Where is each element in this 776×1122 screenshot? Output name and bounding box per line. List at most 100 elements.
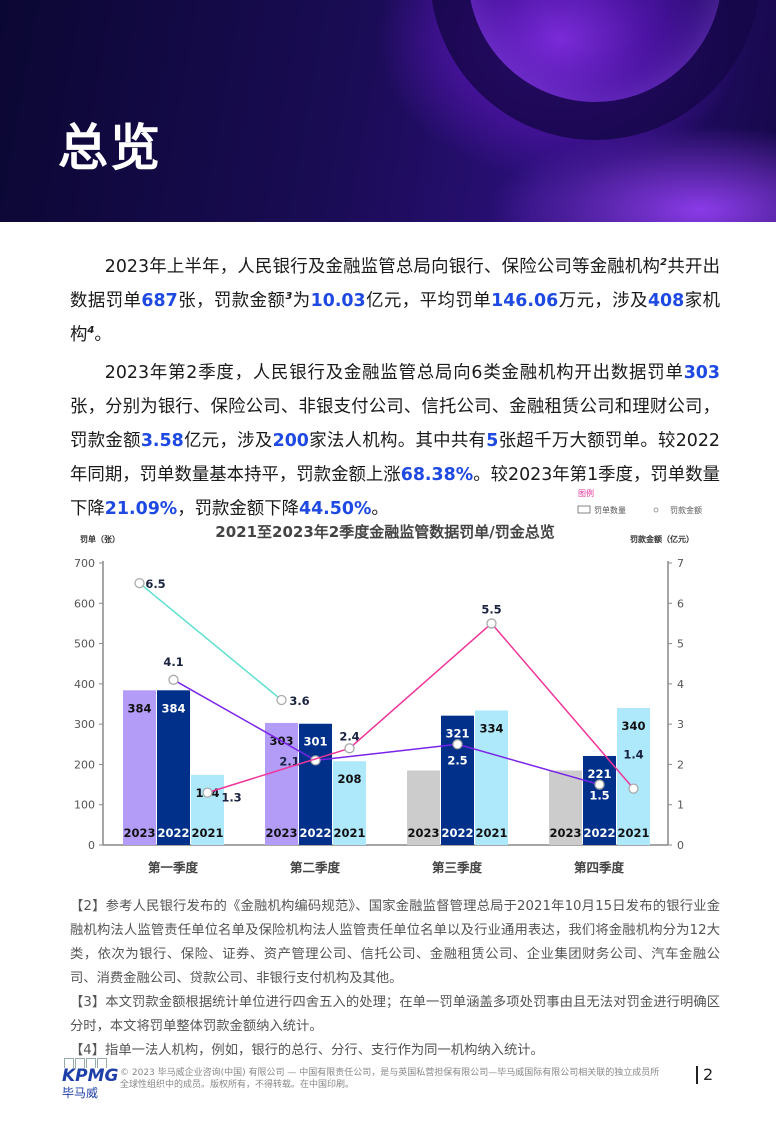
line-point-2023 (134, 577, 145, 589)
page-number: 2 (696, 1066, 713, 1084)
line-point-2022 (594, 779, 605, 790)
left-tick-label: 300 (74, 718, 95, 731)
text-segment: 万元，涉及 (558, 291, 648, 311)
right-tick-label: 0 (677, 839, 684, 852)
legend-item-bars: 罚单数量 (594, 505, 626, 515)
text-segment: 张超千万大额罚单。较2022年同期，罚单数量基本持平，罚款金额上涨 (70, 431, 720, 485)
header-banner: 总览 (0, 0, 776, 222)
bar-value-label: 384 (161, 701, 185, 715)
legend-bar-swatch (577, 505, 591, 514)
bar-year-label: 2022 (583, 826, 615, 840)
legend-title: 图例 (578, 488, 594, 498)
text-segment: 张，罚款金额 (177, 291, 286, 311)
highlight-figure: 44.50% (298, 499, 372, 519)
line-2021 (207, 622, 635, 794)
highlight-figure: 21.09% (104, 499, 178, 519)
highlight-figure: 146.06 (491, 291, 559, 311)
bar-value-label: 301 (303, 735, 327, 749)
left-tick-label: 400 (74, 678, 95, 691)
highlight-figure: 200 (272, 431, 309, 451)
highlight-figure: 687 (141, 291, 178, 311)
right-tick-label: 6 (677, 597, 684, 610)
bar-value-label: 384 (127, 701, 151, 715)
legend-line-swatch (653, 507, 659, 513)
right-tick-label: 4 (677, 678, 684, 691)
text-segment: 亿元，平均罚单 (365, 291, 492, 311)
decorative-arc (430, 0, 760, 140)
bar-year-label: 2023 (407, 826, 439, 840)
bar-value-label: 321 (445, 727, 469, 741)
bar-2022 (157, 690, 190, 845)
bar-year-label: 2022 (441, 826, 473, 840)
highlight-figure: 10.03 (310, 291, 366, 311)
bar-year-label: 2022 (157, 826, 189, 840)
bar-year-label: 2023 (549, 826, 581, 840)
highlight-figure: 68.38% (400, 465, 474, 485)
line-point-2021 (486, 618, 497, 629)
footnote-ref: 2 (660, 257, 668, 269)
bar-2021 (333, 761, 366, 845)
right-tick-label: 7 (677, 557, 684, 570)
bar-year-label: 2021 (333, 826, 365, 840)
highlight-figure: 5 (486, 431, 499, 451)
bar-year-label: 2023 (123, 826, 155, 840)
left-tick-label: 200 (74, 758, 95, 771)
chart-title: 2021至2023年2季度金融监管数据罚单/罚金总览 (215, 523, 554, 541)
summary-section: 2023年上半年，人民银行及金融监管总局向银行、保险公司等金融机构2共开出数据罚… (70, 250, 720, 530)
left-tick-label: 500 (74, 638, 95, 651)
legend-item-lines: 罚款金额 (670, 505, 702, 515)
line-point-2022 (168, 674, 179, 685)
bar-2023 (265, 722, 298, 845)
text-segment: 家法人机构。其中共有 (308, 431, 487, 451)
text-segment: 2023年上半年，人民银行及金融监管总局向银行、保险公司等金融机构 (104, 257, 661, 277)
line-point-2021 (202, 787, 213, 798)
bar-2023 (549, 770, 582, 845)
line-value-label: 2.5 (447, 753, 467, 767)
footnote-2: 【2】参考人民银行发布的《金融机构编码规范》、国家金融监督管理总局于2021年1… (70, 899, 720, 986)
bar-value-label: 340 (621, 719, 645, 733)
line-2023 (139, 582, 282, 701)
text-segment: 为 (292, 291, 311, 311)
right-tick-label: 2 (677, 758, 684, 771)
line-value-label: 1.3 (221, 791, 241, 805)
bar-value-label: 208 (337, 772, 361, 786)
footnotes: 【2】参考人民银行发布的《金融机构编码规范》、国家金融监督管理总局于2021年1… (70, 895, 720, 1063)
text-segment: 。较2023年第1季度，罚单数量下降 (70, 465, 720, 519)
line-point-2021 (344, 743, 355, 754)
text-segment: 亿元，涉及 (183, 431, 273, 451)
copyright-text: © 2023 毕马威企业咨询(中国) 有限公司 — 中国有限责任公司，是与英国私… (120, 1068, 660, 1090)
right-tick-label: 1 (677, 799, 684, 812)
line-value-label: 3.6 (289, 694, 309, 708)
right-tick-label: 5 (677, 638, 684, 651)
bar-year-label: 2022 (299, 826, 331, 840)
page-title: 总览 (58, 119, 162, 177)
highlight-figure: 408 (647, 291, 685, 311)
line-value-label: 5.5 (481, 602, 501, 616)
bar-value-label: 334 (479, 721, 503, 735)
bar-2023 (123, 690, 156, 845)
text-segment: 。 (371, 499, 389, 519)
line-value-label: 4.1 (163, 655, 183, 669)
category-label: 第一季度 (148, 860, 199, 875)
bar-year-label: 2023 (265, 826, 297, 840)
line-value-label: 1.5 (589, 789, 609, 803)
summary-paragraph-h1: 2023年上半年，人民银行及金融监管总局向银行、保险公司等金融机构2共开出数据罚… (70, 250, 720, 352)
bar-value-label: 221 (587, 767, 611, 781)
footnote-4: 【4】指单一法人机构，例如，银行的总行、分行、支行作为同一机构纳入统计。 (70, 1043, 544, 1058)
line-point-2021 (628, 783, 639, 794)
left-tick-label: 0 (88, 839, 95, 852)
line-2022 (173, 679, 600, 786)
bar-2021 (475, 710, 508, 845)
text-segment: ，罚款金额下降 (177, 499, 299, 519)
bar-2022 (299, 723, 332, 845)
bar-2022 (441, 715, 474, 845)
line-value-label: 6.5 (145, 577, 165, 591)
bar-2023 (407, 770, 440, 845)
left-tick-label: 600 (74, 597, 95, 610)
left-axis-label: 罚单（张） (80, 534, 120, 544)
left-tick-label: 700 (74, 557, 95, 570)
line-value-label: 1.4 (623, 748, 643, 762)
highlight-figure: 303 (683, 363, 720, 383)
bar-2021 (191, 774, 224, 845)
